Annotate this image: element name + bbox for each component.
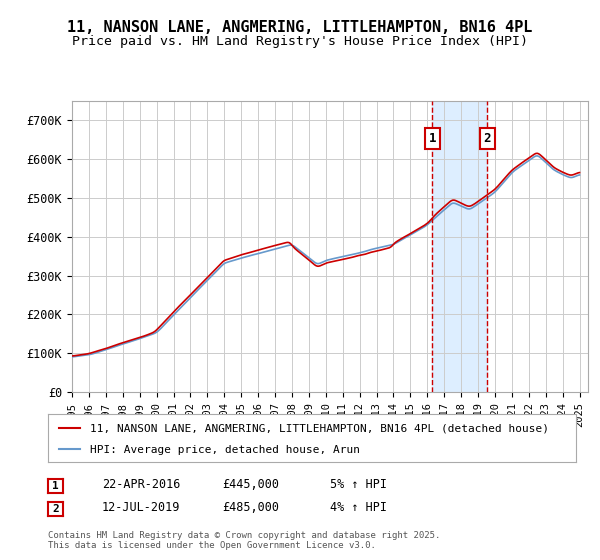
Text: £485,000: £485,000 <box>222 501 279 515</box>
Text: 2: 2 <box>484 132 491 145</box>
Text: 12-JUL-2019: 12-JUL-2019 <box>102 501 181 515</box>
Text: 1: 1 <box>428 132 436 145</box>
Text: £445,000: £445,000 <box>222 478 279 491</box>
Text: 22-APR-2016: 22-APR-2016 <box>102 478 181 491</box>
Text: 11, NANSON LANE, ANGMERING, LITTLEHAMPTON, BN16 4PL: 11, NANSON LANE, ANGMERING, LITTLEHAMPTO… <box>67 20 533 35</box>
Bar <box>433 101 487 392</box>
Text: Price paid vs. HM Land Registry's House Price Index (HPI): Price paid vs. HM Land Registry's House … <box>72 35 528 48</box>
Text: 4% ↑ HPI: 4% ↑ HPI <box>330 501 387 515</box>
Text: 2: 2 <box>52 505 59 514</box>
Text: 5% ↑ HPI: 5% ↑ HPI <box>330 478 387 491</box>
Text: Contains HM Land Registry data © Crown copyright and database right 2025.
This d: Contains HM Land Registry data © Crown c… <box>48 530 440 550</box>
Text: HPI: Average price, detached house, Arun: HPI: Average price, detached house, Arun <box>90 445 360 455</box>
Text: 11, NANSON LANE, ANGMERING, LITTLEHAMPTON, BN16 4PL (detached house): 11, NANSON LANE, ANGMERING, LITTLEHAMPTO… <box>90 424 549 433</box>
Text: 1: 1 <box>52 481 59 491</box>
